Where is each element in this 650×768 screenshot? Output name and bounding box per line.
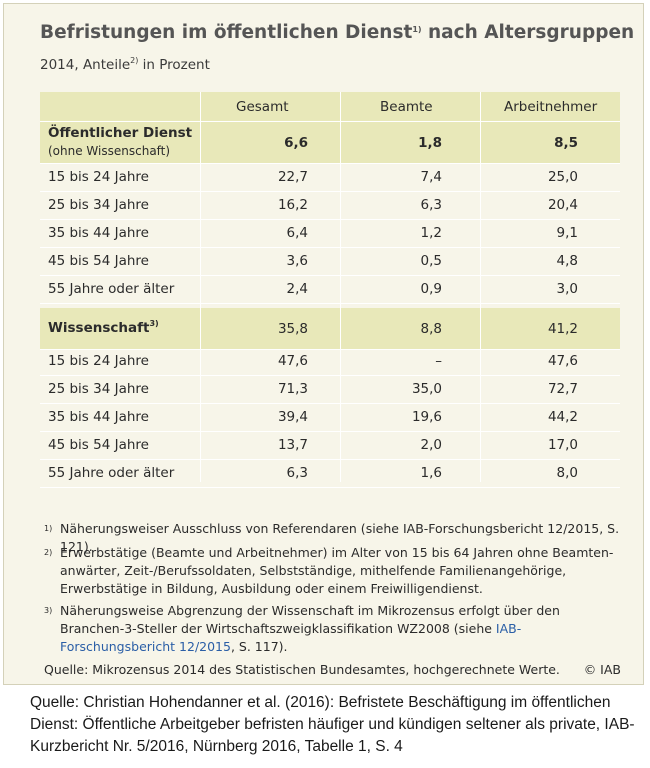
column-header-gesamt: Gesamt <box>236 99 289 115</box>
cell-arbeitnehmer: 17,0 <box>547 437 578 453</box>
cell-beamte: 0,9 <box>420 281 442 297</box>
table-panel: Befristungen im öffentlichen Dienst1) na… <box>3 3 644 685</box>
cell-beamte: 19,6 <box>411 409 442 425</box>
cell-arbeitnehmer: 9,1 <box>556 225 578 241</box>
row-label: 45 bis 54 Jahre <box>48 437 149 453</box>
table-row: 35 bis 44 Jahre 6,4 1,2 9,1 <box>40 220 620 248</box>
cell-beamte: – <box>435 353 442 369</box>
cell-gesamt: 3,6 <box>286 253 308 269</box>
column-header-arbeitnehmer: Arbeitnehmer <box>504 99 598 115</box>
cell-gesamt: 2,4 <box>286 281 308 297</box>
column-divider <box>480 92 481 482</box>
table-subtitle: 2014, Anteile2) in Prozent <box>40 56 210 74</box>
row-label: 15 bis 24 Jahre <box>48 353 149 369</box>
table-row: 15 bis 24 Jahre 22,7 7,4 25,0 <box>40 164 620 192</box>
table-row: 35 bis 44 Jahre 39,4 19,6 44,2 <box>40 404 620 432</box>
cell-gesamt: 6,3 <box>286 465 308 481</box>
table-header-row: Gesamt Beamte Arbeitnehmer <box>40 92 620 122</box>
footnote-3: 3) Näherungsweise Abgrenzung der Wissens… <box>44 603 560 654</box>
cell-gesamt: 71,3 <box>277 381 308 397</box>
forschungsbericht-link[interactable]: IAB-Forschungsbericht 12/2015 <box>60 621 522 654</box>
table-row: 25 bis 34 Jahre 16,2 6,3 20,4 <box>40 192 620 220</box>
table-title: Befristungen im öffentlichen Dienst1) na… <box>40 22 635 43</box>
column-header-beamte: Beamte <box>380 99 433 115</box>
cell-gesamt: 13,7 <box>277 437 308 453</box>
row-label: 45 bis 54 Jahre <box>48 253 149 269</box>
row-label: 35 bis 44 Jahre <box>48 225 149 241</box>
section-row-wissenschaft: Wissenschaft3) 35,8 8,8 41,2 <box>40 308 620 350</box>
row-label: 25 bis 34 Jahre <box>48 197 149 213</box>
row-label: 55 Jahre oder älter <box>48 281 175 297</box>
table-source: Quelle: Mikrozensus 2014 des Statistisch… <box>44 662 560 677</box>
column-divider <box>340 92 341 482</box>
row-label: 35 bis 44 Jahre <box>48 409 149 425</box>
row-label: 15 bis 24 Jahre <box>48 169 149 185</box>
figure-caption: Quelle: Christian Hohendanner et al. (20… <box>30 694 635 755</box>
cell-beamte: 7,4 <box>420 169 442 185</box>
cell-gesamt: 16,2 <box>277 197 308 213</box>
cell-gesamt: 39,4 <box>277 409 308 425</box>
section-value-gesamt: 35,8 <box>277 321 308 337</box>
section-label: Wissenschaft3) <box>48 319 159 337</box>
table-row: 45 bis 54 Jahre 13,7 2,0 17,0 <box>40 432 620 460</box>
cell-gesamt: 22,7 <box>277 169 308 185</box>
section-value-arbeitnehmer: 41,2 <box>547 321 578 337</box>
section-row-oeffentlicher-dienst: Öffentlicher Dienst (ohne Wissenschaft) … <box>40 122 620 164</box>
section-value-beamte: 8,8 <box>420 321 442 337</box>
column-divider <box>200 92 201 482</box>
section-value-gesamt: 6,6 <box>284 135 308 151</box>
section-label: Öffentlicher Dienst <box>48 125 193 141</box>
table-row: 25 bis 34 Jahre 71,3 35,0 72,7 <box>40 376 620 404</box>
footnote-2: 2) Erwerbstätige (Beamte und Arbeitnehme… <box>44 545 614 596</box>
table-row: 45 bis 54 Jahre 3,6 0,5 4,8 <box>40 248 620 276</box>
cell-arbeitnehmer: 44,2 <box>547 409 578 425</box>
cell-gesamt: 47,6 <box>277 353 308 369</box>
row-label: 55 Jahre oder älter <box>48 465 175 481</box>
cell-arbeitnehmer: 72,7 <box>547 381 578 397</box>
table-row: 15 bis 24 Jahre 47,6 – 47,6 <box>40 348 620 376</box>
cell-arbeitnehmer: 8,0 <box>556 465 578 481</box>
cell-arbeitnehmer: 47,6 <box>547 353 578 369</box>
cell-arbeitnehmer: 3,0 <box>556 281 578 297</box>
cell-beamte: 2,0 <box>420 437 442 453</box>
section-sublabel: (ohne Wissenschaft) <box>48 144 171 158</box>
cell-arbeitnehmer: 25,0 <box>547 169 578 185</box>
section-value-arbeitnehmer: 8,5 <box>554 135 578 151</box>
cell-arbeitnehmer: 20,4 <box>547 197 578 213</box>
cell-gesamt: 6,4 <box>286 225 308 241</box>
footnote-1: 1) Näherungsweiser Ausschluss von Refere… <box>44 521 620 554</box>
cell-beamte: 1,2 <box>420 225 442 241</box>
iab-copyright: © IAB <box>583 662 621 677</box>
cell-beamte: 6,3 <box>420 197 442 213</box>
section-value-beamte: 1,8 <box>418 135 442 151</box>
cell-beamte: 1,6 <box>420 465 442 481</box>
cell-arbeitnehmer: 4,8 <box>556 253 578 269</box>
cell-beamte: 35,0 <box>411 381 442 397</box>
cell-beamte: 0,5 <box>420 253 442 269</box>
table-row: 55 Jahre oder älter 6,3 1,6 8,0 <box>40 460 620 488</box>
table-row: 55 Jahre oder älter 2,4 0,9 3,0 <box>40 276 620 304</box>
row-label: 25 bis 34 Jahre <box>48 381 149 397</box>
